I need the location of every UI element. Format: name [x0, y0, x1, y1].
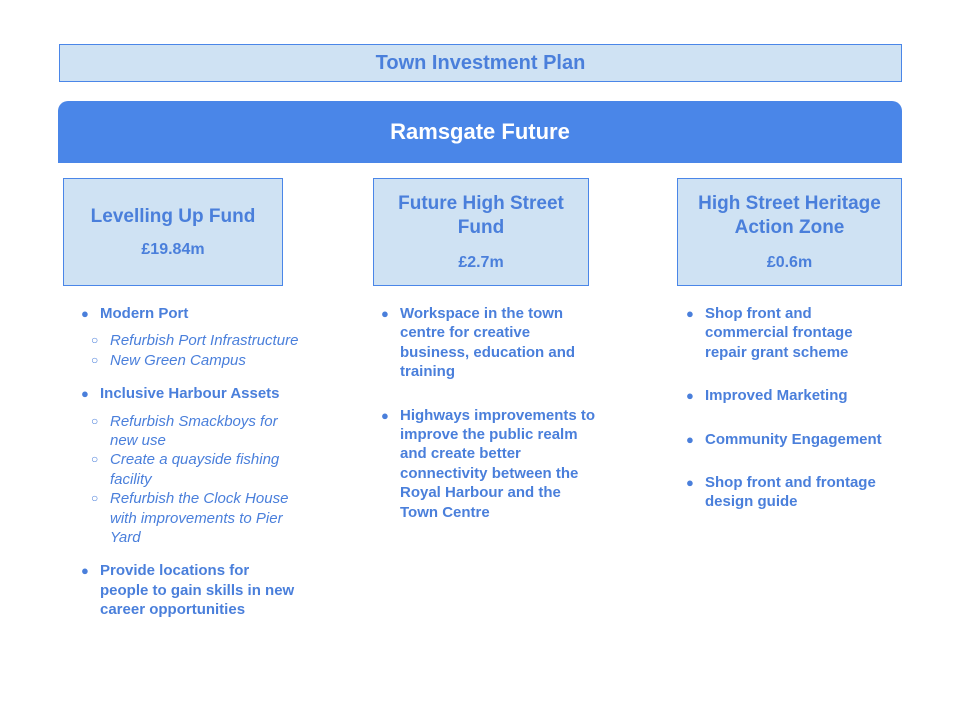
list-item: ● Improved Marketing — [686, 386, 901, 405]
bullet-icon: ● — [81, 386, 89, 402]
item-text: Community Engagement — [705, 430, 882, 448]
bullet-icon: ● — [81, 563, 89, 579]
sub-list: ○ Refurbish Port Infrastructure ○ New Gree… — [91, 331, 321, 370]
sub-item: ○ Refurbish Smackboys for new use — [91, 412, 300, 451]
circle-bullet-icon: ○ — [91, 352, 99, 367]
plan-title: Town Investment Plan — [59, 44, 902, 82]
sub-item-text: Refurbish the Clock House with improveme… — [110, 490, 289, 547]
sub-item: ○ Create a quayside fishing facility — [91, 450, 300, 489]
levelling-up-list: ● Modern Port ○ Refurbish Port Infrastruct… — [81, 304, 321, 629]
item-text: Workspace in the town centre for creativ… — [400, 305, 576, 381]
sub-item: ○ Refurbish Port Infrastructure — [91, 331, 321, 350]
circle-bullet-icon: ○ — [91, 413, 99, 428]
fund-name: Levelling Up Fund — [90, 206, 256, 227]
sub-item: ○ New Green Campus — [91, 351, 321, 370]
sub-list: ○ Refurbish Smackboys for new use ○ Create… — [91, 412, 300, 548]
list-item: ● Provide locations for people to gain sk… — [81, 561, 300, 619]
list-item: ● Highways improvements to improve the pu… — [381, 406, 596, 522]
item-text: Inclusive Harbour Assets — [100, 385, 280, 403]
sub-item-text: Refurbish Port Infrastructure — [110, 332, 299, 350]
item-text: Highways improvements to improve the pub… — [400, 406, 596, 521]
list-item: ● Community Engagement — [686, 430, 901, 449]
circle-bullet-icon: ○ — [91, 491, 99, 506]
item-text: Improved Marketing — [705, 387, 848, 405]
bullet-icon: ● — [381, 306, 389, 321]
fund-name: Future High Street Fund — [398, 193, 564, 238]
list-item: ● Inclusive Harbour Assets ○ Refurbish Sma… — [81, 384, 321, 547]
bullet-icon: ● — [686, 431, 694, 447]
circle-bullet-icon: ○ — [91, 333, 99, 348]
fund-amount: £19.84m — [141, 241, 205, 258]
sub-item-text: Create a quayside fishing facility — [110, 451, 280, 488]
item-text: Modern Port — [100, 305, 189, 322]
bullet-icon: ● — [686, 475, 694, 491]
fund-amount: £2.7m — [458, 254, 504, 271]
sub-item-text: New Green Campus — [110, 351, 246, 369]
bullet-icon: ● — [381, 407, 389, 423]
heritage-action-zone-list: ● Shop front and commercial frontage repa… — [686, 304, 901, 536]
list-item: ● Modern Port ○ Refurbish Port Infrastruct… — [81, 304, 321, 370]
fund-amount: £0.6m — [766, 254, 813, 271]
circle-bullet-icon: ○ — [91, 452, 99, 467]
sub-item: ○ Refurbish the Clock House with improvem… — [91, 489, 300, 547]
fund-box-future-high-street: Future High Street Fund £2.7m — [373, 178, 589, 286]
item-text: Shop front and commercial frontage repai… — [705, 305, 853, 361]
list-item: ● Workspace in the town centre for creati… — [381, 304, 596, 382]
item-text: Shop front and frontage design guide — [705, 474, 876, 511]
fund-box-levelling-up: Levelling Up Fund £19.84m — [63, 178, 283, 286]
fund-box-heritage-action-zone: High Street Heritage Action Zone £0.6m — [677, 178, 902, 286]
bullet-icon: ● — [686, 388, 694, 404]
banner-heading: Ramsgate Future — [58, 101, 902, 163]
fund-name: High Street Heritage Action Zone — [698, 193, 881, 238]
bullet-icon: ● — [686, 306, 694, 321]
item-text: Provide locations for people to gain ski… — [100, 562, 295, 619]
future-high-street-list: ● Workspace in the town centre for creati… — [381, 304, 596, 546]
sub-item-text: Refurbish Smackboys for new use — [110, 412, 278, 450]
list-item: ● Shop front and frontage design guide — [686, 473, 905, 512]
list-item: ● Shop front and commercial frontage repa… — [686, 304, 875, 362]
bullet-icon: ● — [81, 306, 89, 321]
